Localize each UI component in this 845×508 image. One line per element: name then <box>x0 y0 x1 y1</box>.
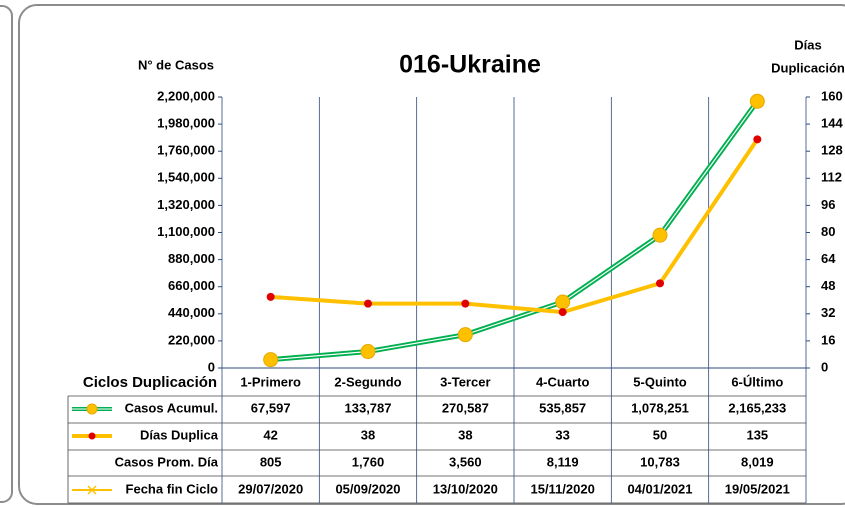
chart-panel <box>18 4 845 505</box>
y-tick-label: 660,000 <box>168 278 215 293</box>
y-tick-label: 2,200,000 <box>157 88 215 103</box>
data-point <box>457 327 473 343</box>
y-tick-label: 1,100,000 <box>157 224 215 239</box>
y-tick-label: 1,980,000 <box>157 116 215 131</box>
data-point <box>656 279 664 288</box>
y-tick-label: 1,760,000 <box>157 143 215 158</box>
x-tick-label: 5-Quinto <box>633 374 686 389</box>
table-cell: 05/09/2020 <box>335 481 400 496</box>
y-tick-label: 880,000 <box>168 251 215 266</box>
y-tick-label: 440,000 <box>168 305 215 320</box>
y2-axis-label: Duplicación <box>771 60 845 75</box>
x-tick-label: 4-Cuarto <box>536 374 590 389</box>
table-cell: 42 <box>263 427 277 442</box>
table-cell: 04/01/2021 <box>627 481 692 496</box>
table-cell: 67,597 <box>251 400 291 415</box>
data-point <box>753 135 762 144</box>
y2-axis-label: Días <box>794 37 821 52</box>
table-cell: 3,560 <box>449 454 482 469</box>
legend-label: Casos Acumul. <box>125 400 218 415</box>
data-point <box>364 299 372 308</box>
table-cell: 2,165,233 <box>728 400 786 415</box>
y2-tick-label: 0 <box>821 359 828 374</box>
legend-key-marker <box>87 485 97 495</box>
data-point <box>266 292 275 301</box>
data-point <box>749 93 765 109</box>
data-point <box>461 299 470 308</box>
data-point <box>558 308 567 317</box>
table-cell: 33 <box>555 427 569 442</box>
table-header: Ciclos Duplicación <box>83 374 217 391</box>
legend-key-marker <box>86 403 98 415</box>
table-cell: 19/05/2021 <box>725 481 790 496</box>
y2-tick-label: 32 <box>821 305 835 320</box>
y-axis-label: N° de Casos <box>138 57 214 72</box>
legend-label: Fecha fin Ciclo <box>126 481 219 496</box>
data-point <box>652 227 668 243</box>
y-tick-label: 1,320,000 <box>157 197 215 212</box>
table-cell: 133,787 <box>345 400 392 415</box>
y2-tick-label: 16 <box>821 332 835 347</box>
legend-label: Días Duplica <box>140 427 219 442</box>
table-cell: 8,019 <box>741 454 774 469</box>
table-cell: 13/10/2020 <box>433 481 498 496</box>
table-cell: 805 <box>260 454 282 469</box>
data-point <box>555 294 571 310</box>
data-point <box>360 344 376 360</box>
legend-key-marker <box>88 432 96 440</box>
left-panel <box>0 5 13 503</box>
y2-tick-label: 128 <box>821 143 843 158</box>
y2-tick-label: 48 <box>821 278 835 293</box>
y2-tick-label: 160 <box>821 88 843 103</box>
x-tick-label: 1-Primero <box>240 374 301 389</box>
x-tick-label: 2-Segundo <box>334 374 401 389</box>
series-line-inner <box>270 100 758 361</box>
table-cell: 50 <box>653 427 667 442</box>
chart-title: 016-Ukraine <box>399 51 541 79</box>
legend-label: Casos Prom. Día <box>115 454 219 469</box>
y-tick-label: 1,540,000 <box>157 170 215 185</box>
x-tick-label: 6-Último <box>731 374 783 389</box>
table-cell: 38 <box>361 427 375 442</box>
table-cell: 1,760 <box>352 454 385 469</box>
y-tick-label: 0 <box>208 359 215 374</box>
table-cell: 1,078,251 <box>631 400 689 415</box>
y2-tick-label: 112 <box>821 170 842 185</box>
y-tick-label: 220,000 <box>168 332 215 347</box>
table-cell: 270,587 <box>442 400 489 415</box>
table-cell: 29/07/2020 <box>238 481 303 496</box>
table-cell: 535,857 <box>539 400 586 415</box>
series-line <box>270 138 759 315</box>
data-point <box>263 352 279 368</box>
table-cell: 38 <box>458 427 472 442</box>
x-tick-label: 3-Tercer <box>440 374 490 389</box>
y2-tick-label: 64 <box>821 251 836 266</box>
table-cell: 8,119 <box>547 454 579 469</box>
y2-tick-label: 96 <box>821 197 835 212</box>
table-cell: 10,783 <box>640 454 680 469</box>
table-cell: 135 <box>746 427 768 442</box>
y2-tick-label: 80 <box>821 224 835 239</box>
table-cell: 15/11/2020 <box>530 481 594 496</box>
y2-tick-label: 144 <box>821 116 843 131</box>
